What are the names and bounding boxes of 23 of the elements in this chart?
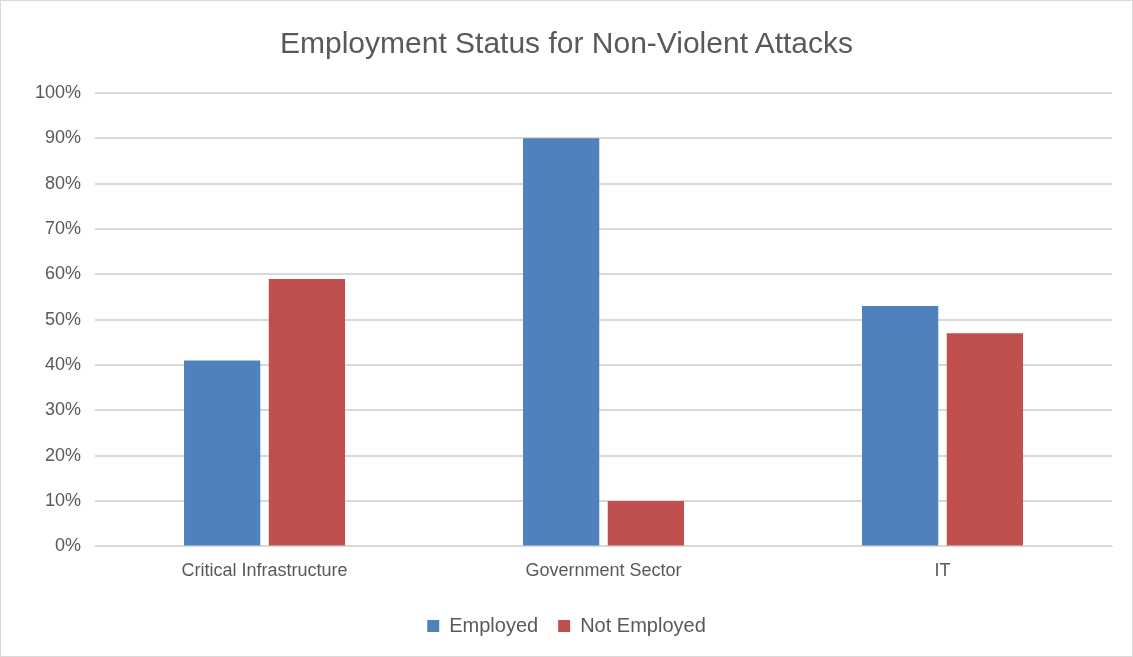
legend-label: Not Employed — [580, 613, 706, 636]
y-tick-label: 90% — [45, 127, 82, 148]
y-tick-label: 20% — [45, 444, 82, 465]
x-tick-label: Government Sector — [525, 560, 682, 581]
legend-label: Employed — [449, 613, 539, 636]
bar — [184, 360, 261, 546]
x-tick-label: Critical Infrastructure — [181, 560, 348, 581]
bar — [268, 278, 346, 546]
x-tick-label: IT — [934, 560, 951, 581]
chart-title: Employment Status for Non-Violent Attacks — [279, 26, 854, 60]
y-tick-label: 50% — [45, 308, 82, 329]
y-tick-label: 40% — [45, 354, 82, 375]
y-tick-label: 100% — [34, 81, 82, 102]
bar — [946, 333, 1024, 546]
y-tick-label: 60% — [45, 263, 82, 284]
bar — [607, 501, 685, 546]
y-tick-label: 0% — [55, 535, 82, 556]
y-tick-label: 10% — [45, 490, 82, 511]
y-tick-label: 80% — [45, 172, 82, 193]
bar — [523, 138, 600, 546]
bar — [862, 306, 939, 546]
y-tick-label: 70% — [45, 217, 82, 238]
y-tick-label: 30% — [45, 399, 82, 420]
